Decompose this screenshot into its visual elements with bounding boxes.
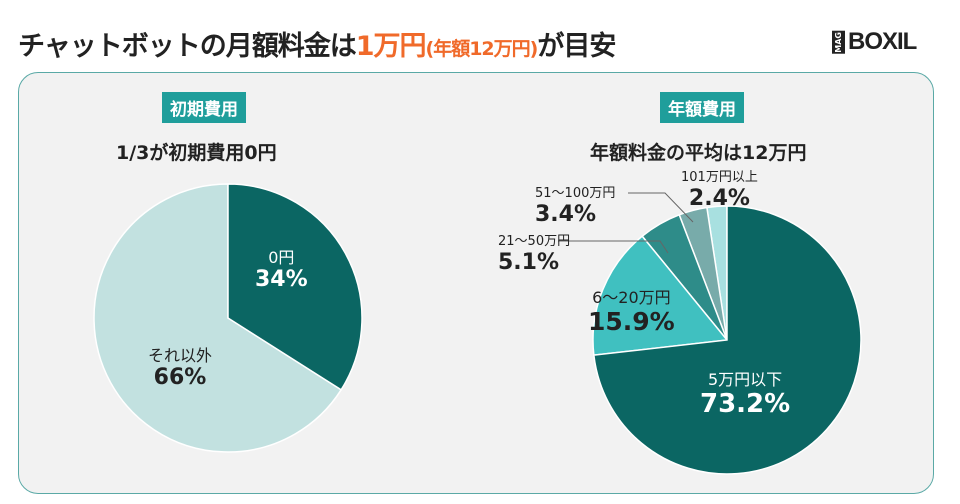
tag-initial-cost: 初期費用 <box>162 92 246 123</box>
label-slice-1-0: 5万円以下 73.2% <box>700 370 791 420</box>
tag-annual-cost: 年額費用 <box>660 92 744 123</box>
title-highlight: 1万円 <box>355 31 427 62</box>
label-slice-0-1: それ以外 66% <box>148 346 213 391</box>
label-slice-1-2: 21〜50万円 5.1% <box>498 234 571 275</box>
subtitle-initial: 1/3が初期費用0円 <box>116 142 277 164</box>
title-text: チャットボットの月額料金は <box>18 31 357 62</box>
pie-slice-0-1 <box>93 183 343 453</box>
label-slice-1-4: 101万円以上 2.4% <box>681 170 758 211</box>
label-slice-1-1: 6〜20万円 15.9% <box>588 288 675 337</box>
title-post: が目安 <box>537 31 616 62</box>
leader-line-21-50 <box>558 240 669 254</box>
pie-slice-1-1 <box>592 235 729 356</box>
pie-slice-1-0 <box>593 205 862 475</box>
label-slice-0-0: 0円 34% <box>255 248 308 293</box>
logo-brand: BOXIL <box>848 28 917 55</box>
title-highlight-sub: (年額12万円) <box>425 38 539 60</box>
page-title: チャットボットの月額料金は1万円(年額12万円)が目安 <box>18 24 616 63</box>
boxil-logo: MAG BOXIL <box>832 28 917 56</box>
subtitle-annual: 年額料金の平均は12万円 <box>590 142 807 164</box>
label-slice-1-3: 51〜100万円 3.4% <box>535 186 616 227</box>
leader-line-51-100 <box>628 192 694 223</box>
pie-slice-0-0 <box>227 183 363 391</box>
